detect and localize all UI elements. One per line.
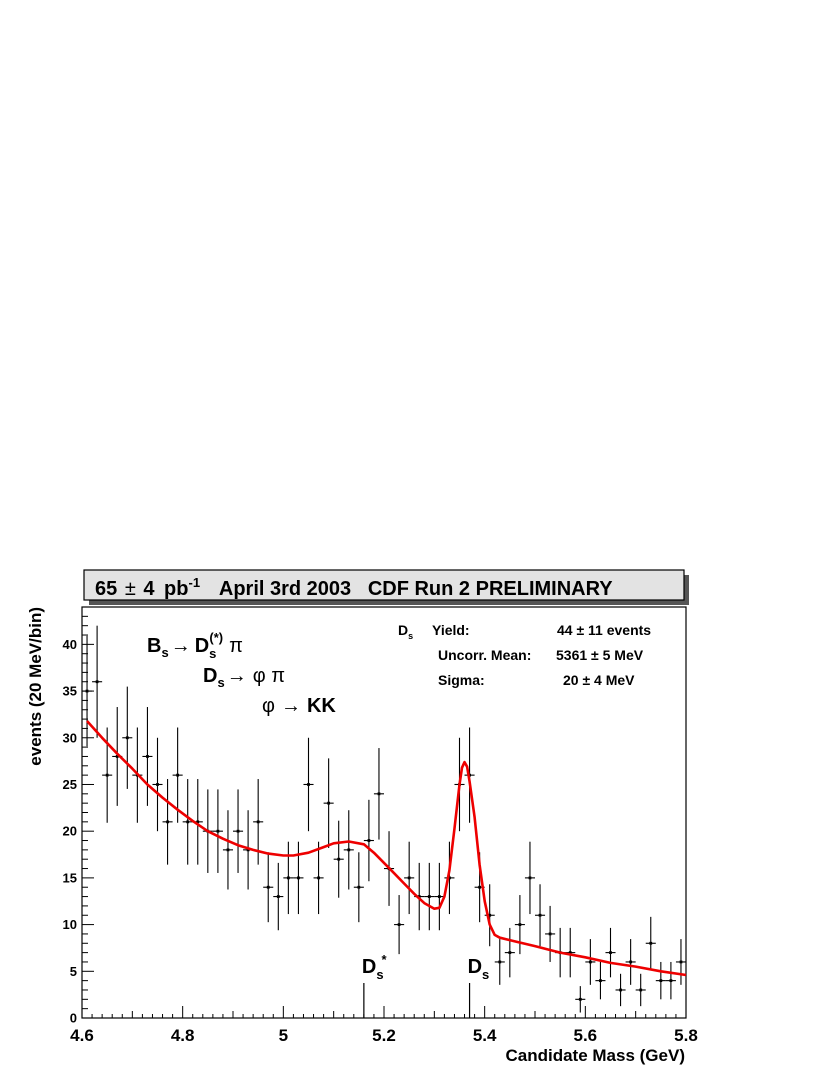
data-point bbox=[635, 973, 646, 1007]
data-point bbox=[363, 799, 374, 882]
data-point bbox=[625, 939, 636, 985]
marker-label: Ds* bbox=[362, 952, 388, 982]
data-point bbox=[283, 841, 294, 915]
data-point bbox=[645, 916, 656, 970]
data-point bbox=[373, 748, 384, 840]
data-point bbox=[675, 939, 686, 985]
data-point bbox=[655, 961, 666, 1000]
decay-line-1: Bs → Ds(*) π bbox=[147, 630, 243, 661]
decay-line-2: Ds → φ π bbox=[203, 665, 285, 690]
info-channel: Ds bbox=[398, 622, 413, 641]
data-point bbox=[444, 841, 455, 915]
y-axis: 0 5 10 15 20 25 30 35 40 bbox=[63, 606, 94, 1026]
data-point bbox=[263, 852, 274, 923]
data-point bbox=[333, 820, 344, 898]
x-tick-label: 5.4 bbox=[473, 1026, 497, 1045]
y-axis-label: events (20 MeV/bin) bbox=[26, 607, 45, 766]
data-point bbox=[82, 635, 93, 747]
x-tick-label: 4.6 bbox=[70, 1026, 94, 1045]
data-point bbox=[615, 973, 626, 1007]
data-point bbox=[484, 884, 495, 947]
data-point bbox=[212, 789, 223, 873]
data-point bbox=[313, 841, 324, 915]
reference-marker: Ds* bbox=[362, 952, 388, 1018]
y-tick-label: 25 bbox=[63, 777, 77, 792]
x-tick-label: 4.8 bbox=[171, 1026, 195, 1045]
fit-curve bbox=[86, 720, 687, 977]
data-point bbox=[303, 737, 314, 832]
fit-info: Ds Yield: 44 ± 11 events Uncorr. Mean: 5… bbox=[398, 622, 651, 688]
data-point bbox=[222, 810, 233, 890]
title-lumi-err: 4 bbox=[143, 578, 155, 600]
info-yield-value: 44 ± 11 events bbox=[557, 622, 651, 638]
info-mean-value: 5361 ± 5 MeV bbox=[556, 647, 644, 663]
data-point bbox=[605, 927, 616, 978]
x-tick-label: 5.6 bbox=[574, 1026, 598, 1045]
title-rest: April 3rd 2003 CDF Run 2 PRELIMINARY bbox=[219, 578, 613, 600]
title-pm: ± bbox=[125, 578, 136, 600]
data-point bbox=[273, 862, 284, 931]
data-point bbox=[293, 841, 304, 915]
x-axis: 4.6 4.8 5 5.2 5.4 5.6 5.8 bbox=[70, 1006, 698, 1045]
data-point bbox=[152, 737, 163, 832]
x-tick-label: 5 bbox=[279, 1026, 288, 1045]
reference-marker: Ds bbox=[468, 956, 490, 1018]
data-point bbox=[404, 841, 415, 915]
data-point bbox=[142, 707, 153, 806]
data-point bbox=[122, 686, 133, 789]
y-tick-label: 10 bbox=[63, 917, 77, 932]
data-point bbox=[575, 986, 586, 1013]
y-tick-label: 30 bbox=[63, 730, 77, 745]
y-tick-label: 20 bbox=[63, 824, 77, 839]
data-point bbox=[494, 939, 505, 985]
data-point bbox=[323, 758, 334, 848]
marker-label: Ds bbox=[468, 956, 490, 982]
data-point bbox=[162, 779, 173, 865]
y-tick-label: 0 bbox=[70, 1011, 77, 1026]
data-point bbox=[524, 841, 535, 915]
y-tick-label: 40 bbox=[63, 637, 77, 652]
data-point bbox=[595, 961, 606, 1000]
data-point bbox=[504, 927, 515, 978]
data-point bbox=[394, 895, 405, 955]
data-point bbox=[545, 905, 556, 962]
x-axis-label: Candidate Mass (GeV) bbox=[506, 1046, 686, 1065]
data-point bbox=[343, 810, 354, 890]
title-lumi: 65 bbox=[95, 578, 117, 600]
chart-title: 65 ± 4 pb-1 April 3rd 2003 CDF Run 2 PRE… bbox=[95, 570, 613, 600]
data-point bbox=[514, 895, 525, 955]
info-yield-label: Yield: bbox=[432, 622, 470, 638]
data-point bbox=[535, 884, 546, 947]
info-mean-label: Uncorr. Mean: bbox=[438, 647, 531, 663]
title-unit: pb bbox=[164, 578, 188, 600]
title-box: 65 ± 4 pb-1 April 3rd 2003 CDF Run 2 PRE… bbox=[83, 569, 689, 605]
data-point bbox=[424, 862, 435, 931]
decay-chain: Bs → Ds(*) π Ds → φ π φ → KK bbox=[147, 630, 336, 717]
data-point bbox=[434, 862, 445, 931]
x-tick-label: 5.8 bbox=[674, 1026, 698, 1045]
y-tick-label: 35 bbox=[63, 684, 77, 699]
data-point bbox=[353, 852, 364, 923]
data-point bbox=[182, 779, 193, 865]
y-tick-label: 15 bbox=[63, 870, 77, 885]
data-point bbox=[172, 727, 183, 823]
info-sigma-value: 20 ± 4 MeV bbox=[563, 672, 635, 688]
reference-markers: Ds* Ds bbox=[362, 952, 489, 1018]
data-points bbox=[82, 625, 686, 1013]
info-sigma-label: Sigma: bbox=[438, 672, 485, 688]
y-tick-label: 5 bbox=[70, 964, 77, 979]
data-point bbox=[92, 625, 103, 738]
title-unit-exp: -1 bbox=[188, 575, 200, 590]
data-point bbox=[585, 939, 596, 985]
data-point bbox=[233, 789, 244, 873]
data-point bbox=[665, 961, 676, 1000]
decay-line-3: φ → KK bbox=[262, 695, 336, 717]
x-tick-label: 5.2 bbox=[372, 1026, 396, 1045]
